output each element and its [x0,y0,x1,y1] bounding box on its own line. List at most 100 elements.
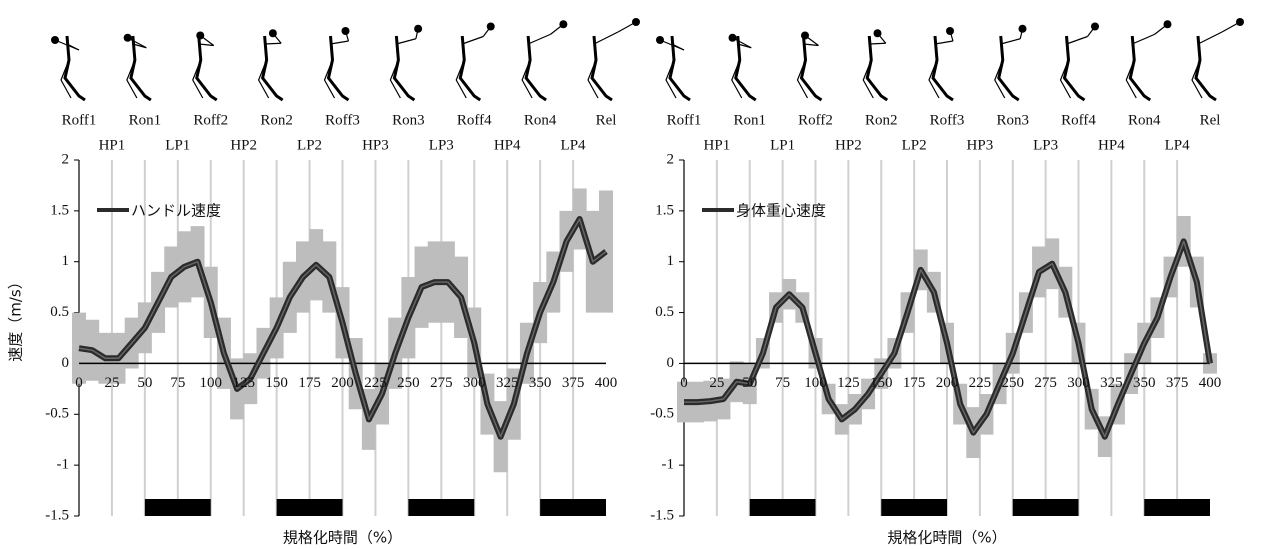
stick-arm [396,39,416,44]
event-label: Roff2 [193,112,228,128]
phase-label: HP2 [835,137,862,153]
stick-body [1196,36,1216,100]
x-tick-label: 25 [104,375,119,391]
x-tick-label: 125 [232,375,255,391]
x-tick-label: 100 [200,375,223,391]
stick-figure [1126,20,1171,100]
stick-figure [1061,23,1100,101]
x-tick-label: 175 [298,375,321,391]
stick-body [329,36,349,100]
y-tick-label: 0 [62,355,70,371]
event-label: Roff3 [325,112,360,128]
event-label: Roff3 [930,112,965,128]
stick-arm [594,32,618,44]
event-label: Ron3 [392,112,425,128]
y-tick-label: -0.5 [45,406,69,422]
event-label: Ron3 [996,112,1029,128]
event-label: Roff1 [667,112,702,128]
stick-figure [929,27,954,100]
event-label: Roff4 [457,112,492,128]
y-tick-label: 1 [62,253,70,269]
hammer-head [874,29,882,37]
event-label: Roff1 [62,112,97,128]
phase-label: LP3 [429,137,454,153]
stick-figure [390,25,422,100]
x-tick-label: 25 [709,375,724,391]
stick-body [526,36,546,100]
x-tick-label: 100 [804,375,827,391]
stick-figure [193,32,217,101]
y-tick-label: 0.5 [655,304,674,320]
hammer-head [414,25,422,33]
phase-bar [1144,499,1210,516]
y-tick-label: 2 [667,151,675,167]
phase-bar [145,499,211,516]
stick-arm [1132,34,1155,44]
stick-arm [265,43,282,44]
hammer-head [196,32,204,40]
hammer-head [51,36,59,44]
x-tick-label: 200 [331,375,354,391]
stick-figure [1192,18,1244,100]
hammer-head [1236,18,1244,26]
x-tick-label: 275 [1034,375,1057,391]
x-tick-label: 250 [397,375,420,391]
phase-bar [1013,499,1079,516]
x-tick-label: 350 [1133,375,1156,391]
phase-label: HP3 [967,137,994,153]
hammer-head [1091,23,1099,31]
x-tick-label: 225 [364,375,387,391]
stick-arm [462,37,483,45]
stick-figure [995,25,1027,100]
phase-label: LP1 [165,137,190,153]
y-tick-label: -1.5 [45,507,69,523]
event-label: Ron1 [733,112,766,128]
stick-figure [259,29,283,100]
stick-figure [124,34,151,100]
x-tick-label: 325 [1100,375,1123,391]
hammer-head [124,34,132,42]
x-tick-label: 0 [680,375,688,391]
stick-figure [51,36,85,100]
event-label: Roff2 [798,112,833,128]
figure: HP1 LP1 HP2 LP2 HP3 LP3 HP4 LP4 Roff1 Ron1 Roff2 Ro… [0,0,1272,549]
stick-arm [869,43,886,44]
event-label: Ron1 [129,112,162,128]
stick-figure [798,32,822,101]
legend-label: 身体重心速度 [736,202,826,220]
x-tick-label: 50 [137,375,152,391]
phase-label: HP1 [704,137,731,153]
event-label: Ron2 [260,112,293,128]
x-tick-label: 200 [936,375,959,391]
x-tick-label: 275 [430,375,453,391]
x-tick-label: 350 [529,375,552,391]
x-axis-title: 規格化時間（%） [887,529,1006,547]
y-tick-label: -1 [57,457,70,473]
y-tick-label: 1.5 [50,202,69,218]
x-tick-label: 375 [1166,375,1189,391]
x-tick-label: 400 [595,375,618,391]
phase-label: HP4 [1098,137,1125,153]
stick-arm [1001,39,1021,44]
stick-arm [331,41,349,44]
x-tick-label: 225 [969,375,992,391]
stick-body [197,36,217,100]
event-label: Rel [596,112,617,128]
phase-label: LP4 [1165,137,1191,153]
phase-label: HP3 [362,137,389,153]
stick-body [867,36,887,100]
phase-label: HP4 [494,137,521,153]
x-tick-label: 400 [1199,375,1222,391]
stick-body [1130,36,1150,100]
stick-arm [1198,32,1222,44]
legend-label: ハンドル速度 [131,202,221,220]
x-tick-label: 125 [837,375,860,391]
hammer-head [269,29,277,37]
x-tick-label: 300 [463,375,486,391]
stick-body [1065,36,1085,100]
phase-label: LP2 [297,137,322,153]
phase-label: LP4 [561,137,587,153]
stick-arm [935,41,953,44]
event-label: Rel [1200,112,1221,128]
hammer-head [559,20,567,28]
